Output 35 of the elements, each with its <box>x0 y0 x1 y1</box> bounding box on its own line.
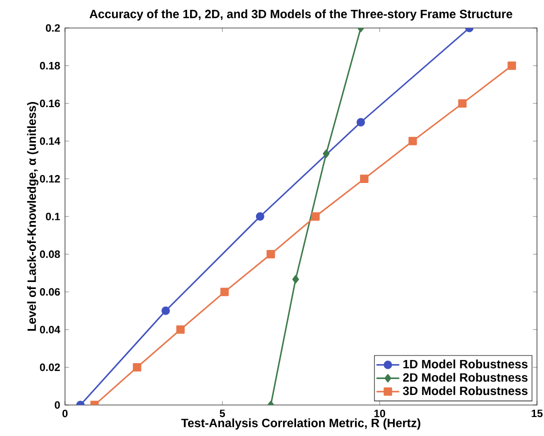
chart-title: Accuracy of the 1D, 2D, and 3D Models of the Three-story Frame Structure <box>90 9 512 21</box>
y-tick-label: 0 <box>54 401 60 409</box>
x-tick-label: 5 <box>220 410 225 418</box>
y-tick-label: 0.14 <box>40 137 60 145</box>
legend-label: 2D Model Robustness <box>403 372 528 382</box>
point <box>256 212 264 221</box>
x-axis-title: Test-Analysis Correlation Metric, R (Hertz) <box>181 418 420 430</box>
point <box>408 136 417 146</box>
point <box>322 150 330 158</box>
point <box>311 212 320 221</box>
point <box>292 275 299 284</box>
point <box>266 250 275 258</box>
y-tick-label: 0.2 <box>46 24 60 32</box>
legend-label: 3D Model Robustness <box>402 386 528 396</box>
y-tick-label: 0.18 <box>40 62 60 70</box>
x-tick-label: 0 <box>62 410 68 418</box>
legend-label: 1D Model Robustness <box>403 360 528 368</box>
point <box>161 306 170 315</box>
point <box>458 99 467 108</box>
point <box>360 174 368 183</box>
y-tick-label: 0.06 <box>40 288 60 296</box>
point <box>508 61 516 70</box>
point <box>132 363 142 372</box>
y-tick-label: 0.1 <box>46 212 60 220</box>
y-tick-label: 0.04 <box>40 326 60 334</box>
point <box>220 288 229 296</box>
y-tick-label: 0.12 <box>40 175 60 183</box>
x-tick-label: 15 <box>532 410 543 418</box>
x-tick-label: 10 <box>374 410 386 418</box>
y-tick-label: 0.16 <box>40 100 60 108</box>
point <box>176 325 185 334</box>
y-axis-title: Level of Lack-of-Knowledge, α (unitless) <box>27 102 38 331</box>
point <box>356 118 365 126</box>
y-tick-label: 0.02 <box>40 364 60 372</box>
y-tick-label: 0.08 <box>40 250 60 258</box>
